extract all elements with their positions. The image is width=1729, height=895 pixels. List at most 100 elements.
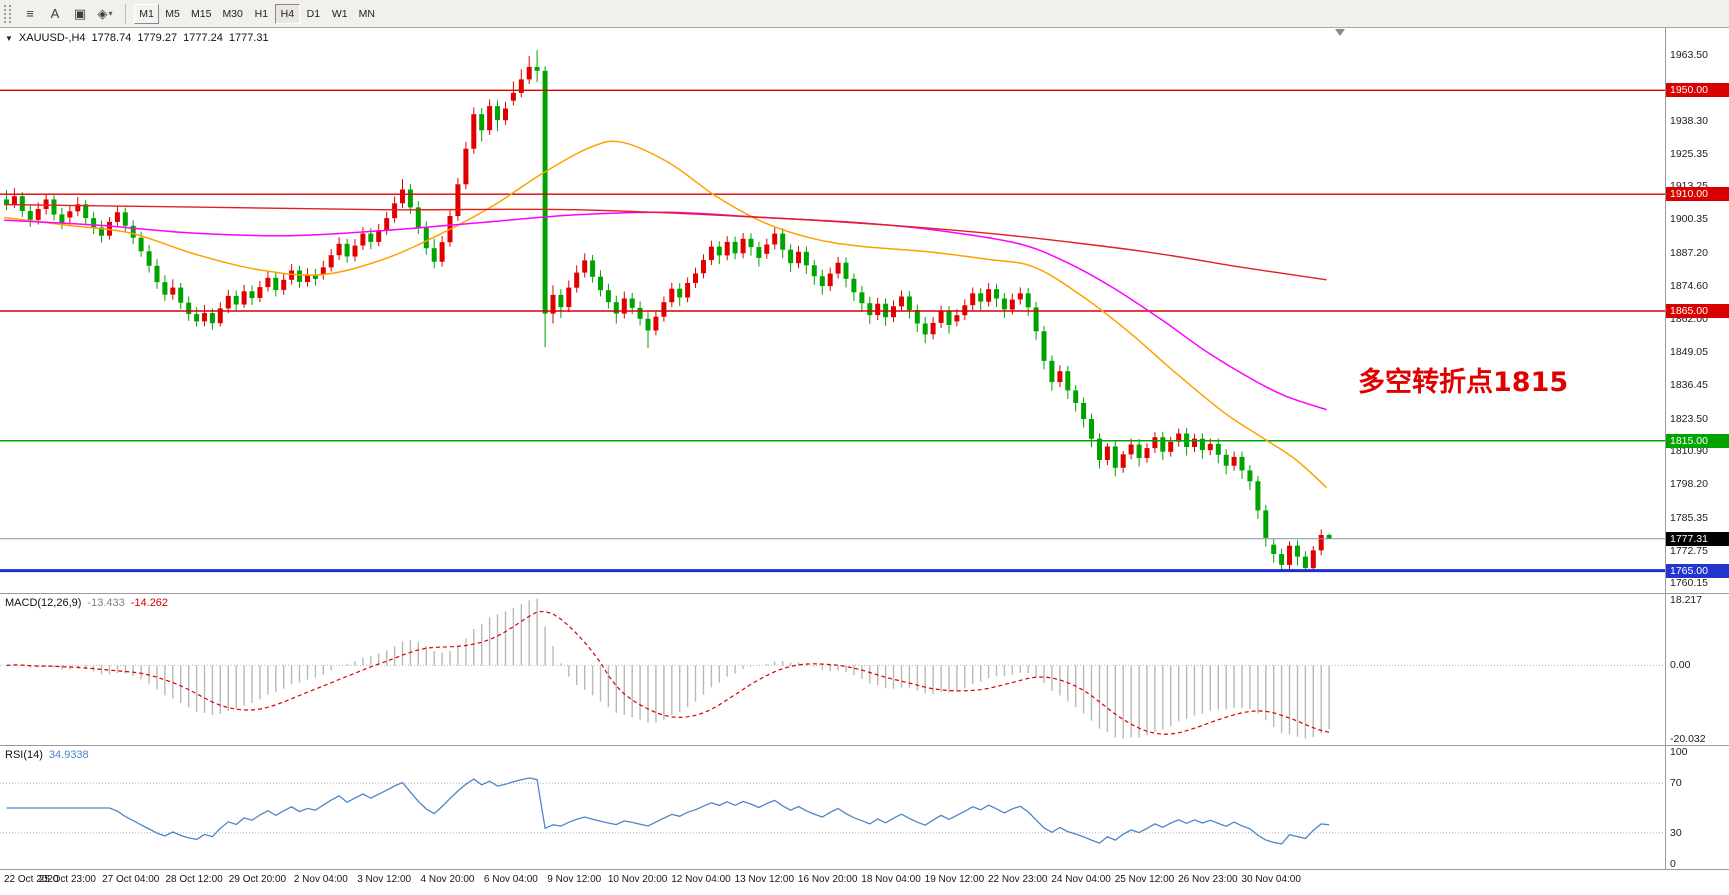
- timeframe-w1[interactable]: W1: [331, 7, 348, 20]
- rsi-axis[interactable]: 100 70 30 0: [1665, 746, 1729, 870]
- charts-list-icon[interactable]: ≡: [26, 6, 34, 21]
- axis-label: 1760.15: [1670, 577, 1708, 590]
- ohlc-low: 1777.24: [183, 32, 223, 44]
- rsi-label: RSI(14) 34.9338: [5, 749, 89, 761]
- axis-label: 0.00: [1670, 659, 1691, 672]
- chart-annotation: 多空转折点1815: [1358, 367, 1569, 398]
- axis-label: 1874.60: [1670, 280, 1708, 293]
- ma-orange-fast: [3, 140, 1328, 489]
- tool-icon-group: ≡ A ▣ ◈ ▾: [18, 3, 117, 25]
- time-axis-label: 18 Nov 04:00: [861, 874, 921, 885]
- ma-red-slow: [3, 203, 1327, 281]
- time-axis-label: 6 Nov 04:00: [483, 874, 538, 885]
- axis-label: 1938.30: [1670, 114, 1708, 127]
- macd-label: MACD(12,26,9) -13.433 -14.262: [5, 597, 168, 609]
- time-axis-label: 4 Nov 20:00: [420, 874, 475, 885]
- time-axis-label: 27 Oct 04:00: [102, 874, 160, 885]
- axis-label: 70: [1670, 777, 1682, 790]
- timeframe-m30[interactable]: M30: [222, 7, 243, 20]
- chart-stack: ▼ XAUUSD-,H4 1778.74 1779.27 1777.24 177…: [0, 28, 1729, 892]
- time-axis[interactable]: 22 Oct 2020 25 Oct 23:00 27 Oct 04:00 28 Oc…: [0, 870, 1729, 892]
- time-axis-label: 13 Nov 12:00: [734, 874, 795, 885]
- time-axis-label: 22 Oct 2020: [4, 874, 59, 885]
- price-chart[interactable]: [0, 28, 1665, 594]
- ohlc-close: 1777.31: [228, 32, 269, 44]
- macd-histogram: [13, 598, 1330, 739]
- ohlc-high: 1779.27: [137, 32, 178, 44]
- axis-label: 100: [1670, 746, 1688, 758]
- timeframe-mn[interactable]: MN: [358, 7, 375, 20]
- moving-averages: [3, 140, 1328, 489]
- ohlc-open: 1778.74: [91, 32, 132, 44]
- rsi-name: RSI(14): [5, 749, 43, 761]
- timeframe-m1[interactable]: M1: [134, 3, 159, 24]
- main-chart-panel: ▼ XAUUSD-,H4 1778.74 1779.27 1777.24 177…: [0, 28, 1729, 594]
- timeframe-h1[interactable]: H1: [254, 7, 269, 20]
- axis-label: 30: [1670, 826, 1682, 839]
- time-axis-label: 30 Nov 04:00: [1241, 874, 1301, 885]
- axis-label: 1772.75: [1670, 544, 1708, 557]
- macd-chart[interactable]: [0, 594, 1665, 746]
- axis-label: 0: [1670, 858, 1676, 870]
- timeframe-h4[interactable]: H4: [274, 3, 300, 24]
- axis-label: 1849.05: [1670, 346, 1708, 359]
- macd-main-value: -13.433: [87, 597, 125, 609]
- collapse-chart-icon[interactable]: ▼: [5, 33, 13, 43]
- axis-label: 1785.35: [1670, 511, 1708, 524]
- text-tool-icon[interactable]: A: [50, 6, 60, 21]
- rsi-line: [6, 777, 1330, 845]
- time-axis-label: 22 Nov 23:00: [988, 874, 1048, 885]
- rsi-panel: RSI(14) 34.9338 100 70 30 0: [0, 746, 1729, 870]
- shapes-tool-icon[interactable]: ◈ ▾: [97, 5, 113, 21]
- axis-label: 1900.35: [1670, 213, 1708, 226]
- axis-label: 1925.35: [1670, 148, 1708, 161]
- time-axis-label: 29 Oct 20:00: [228, 874, 287, 885]
- macd-panel: MACD(12,26,9) -13.433 -14.262 18.217 0.00…: [0, 594, 1729, 746]
- time-axis-label: 28 Oct 12:00: [165, 874, 223, 885]
- time-axis-label: 2 Nov 04:00: [293, 874, 348, 885]
- axis-label: 1798.20: [1670, 478, 1708, 491]
- time-axis-label: 19 Nov 12:00: [924, 874, 985, 885]
- timeframe-m15[interactable]: M15: [191, 7, 212, 20]
- rsi-value: 34.9338: [48, 749, 89, 761]
- toolbar-grip[interactable]: [4, 4, 11, 23]
- macd-axis[interactable]: 18.217 0.00 -20.032: [1665, 594, 1729, 745]
- axis-label: 1823.50: [1670, 412, 1708, 425]
- time-axis-label: 9 Nov 12:00: [547, 874, 602, 885]
- axis-label: 1963.50: [1670, 49, 1708, 62]
- price-level-badge: 1777.31: [1666, 531, 1729, 546]
- axis-label: 1836.45: [1670, 379, 1708, 392]
- symbol-header: ▼ XAUUSD-,H4 1778.74 1779.27 1777.24 177…: [5, 32, 269, 44]
- timeframe-d1[interactable]: D1: [306, 7, 321, 20]
- toolbar: ≡ A ▣ ◈ ▾ M1 M5 M15 M30 H1 H4 D1 W1 MN: [0, 0, 1729, 28]
- axis-label: 1810.90: [1670, 445, 1708, 458]
- axis-label: -20.032: [1670, 732, 1706, 745]
- symbol-title: XAUUSD-,H4: [18, 32, 86, 44]
- time-axis-label: 25 Oct 23:00: [38, 874, 96, 885]
- time-axis-label: 16 Nov 20:00: [797, 874, 858, 885]
- toolbar-separator: [125, 3, 126, 24]
- price-level-badge: 1910.00: [1666, 187, 1729, 202]
- price-level-badge: 1815.00: [1666, 433, 1729, 448]
- price-level-badge: 1765.00: [1666, 563, 1729, 578]
- level-lines: [0, 89, 1665, 573]
- price-level-badge: 1950.00: [1666, 83, 1729, 98]
- macd-signal-line: [6, 610, 1330, 735]
- rsi-chart[interactable]: [0, 746, 1665, 870]
- time-axis-label: 26 Nov 23:00: [1178, 874, 1238, 885]
- macd-signal-value: -14.262: [130, 597, 169, 609]
- time-axis-label: 24 Nov 04:00: [1051, 874, 1111, 885]
- dropdown-caret-icon[interactable]: ▾: [108, 9, 113, 18]
- price-level-badge: 1865.00: [1666, 304, 1729, 318]
- timeframe-group: M1 M5 M15 M30 H1 H4 D1 W1 MN: [134, 3, 380, 24]
- timeframe-m5[interactable]: M5: [165, 7, 180, 20]
- price-axis[interactable]: 1963.50 1938.30 1925.35 1913.25 1900.35 1887.…: [1665, 28, 1729, 593]
- time-axis-label: 3 Nov 12:00: [357, 874, 412, 885]
- macd-name: MACD(12,26,9): [5, 597, 82, 609]
- time-axis-label: 12 Nov 04:00: [671, 874, 731, 885]
- axis-label: 1887.20: [1670, 247, 1708, 260]
- time-axis-label: 25 Nov 12:00: [1114, 874, 1175, 885]
- template-tool-icon[interactable]: ▣: [73, 5, 87, 21]
- chart-shift-marker: [1335, 29, 1345, 36]
